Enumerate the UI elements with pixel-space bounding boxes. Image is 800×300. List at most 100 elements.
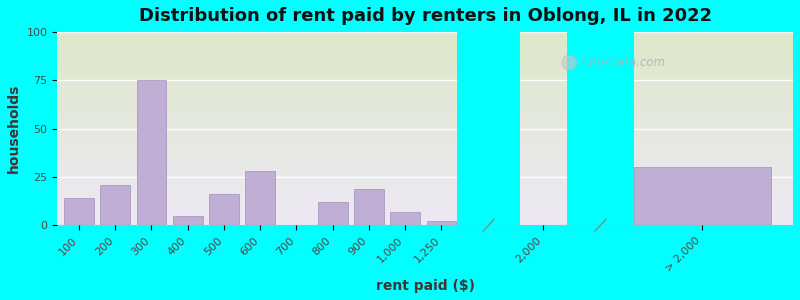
Bar [58, 129, 793, 130]
Bar [58, 138, 793, 139]
Bar [58, 62, 793, 63]
Bar [58, 216, 793, 217]
Bar [58, 38, 793, 39]
Bar [58, 207, 793, 208]
Bar [58, 145, 793, 146]
Bar [58, 155, 793, 156]
Bar [58, 210, 793, 211]
Bar [58, 55, 793, 56]
Bar [566, 16, 634, 229]
Bar [58, 41, 793, 42]
Bar [58, 158, 793, 159]
Bar [58, 116, 793, 117]
Bar [58, 220, 793, 221]
Bar [58, 160, 793, 161]
Bar [58, 69, 793, 70]
Bar [58, 118, 793, 119]
Bar [58, 57, 793, 58]
Bar [58, 64, 793, 65]
Bar [58, 148, 793, 149]
Bar [58, 154, 793, 155]
Bar [58, 37, 793, 38]
Bar [58, 84, 793, 85]
Bar [58, 80, 793, 81]
Bar [58, 175, 793, 176]
Bar [58, 63, 793, 64]
Bar [58, 128, 793, 129]
Bar [58, 218, 793, 219]
Bar [58, 201, 793, 202]
Bar [58, 72, 793, 73]
Bar [58, 133, 793, 134]
Bar [634, 167, 771, 225]
Bar [58, 219, 793, 220]
Bar [58, 156, 793, 157]
Bar [58, 185, 793, 186]
Bar [58, 137, 793, 138]
Bar [58, 130, 793, 132]
Bar [58, 50, 793, 51]
Bar [58, 32, 793, 33]
Bar [64, 198, 94, 225]
Bar [58, 198, 793, 199]
Bar [58, 91, 793, 92]
Bar [58, 46, 793, 47]
Bar [58, 211, 793, 212]
Bar [137, 80, 166, 225]
Bar [58, 182, 793, 183]
Bar [58, 119, 793, 120]
Bar [58, 94, 793, 95]
Bar [58, 159, 793, 160]
Bar [58, 42, 793, 43]
Bar [58, 77, 793, 78]
Bar [58, 73, 793, 74]
Bar [58, 58, 793, 59]
Bar [58, 195, 793, 196]
Bar [58, 122, 793, 123]
Bar [58, 97, 793, 98]
Bar [58, 178, 793, 179]
Bar [58, 110, 793, 111]
Bar [58, 193, 793, 194]
Bar [58, 45, 793, 46]
Bar [58, 86, 793, 87]
Bar [58, 78, 793, 80]
Bar [58, 93, 793, 94]
Bar [58, 167, 793, 168]
Bar [58, 114, 793, 115]
Bar [58, 165, 793, 166]
Bar [58, 179, 793, 180]
Bar [58, 161, 793, 163]
Bar [58, 87, 793, 88]
Bar [58, 173, 793, 174]
Bar [58, 213, 793, 214]
Bar [58, 36, 793, 37]
Bar [58, 107, 793, 108]
Title: Distribution of rent paid by renters in Oblong, IL in 2022: Distribution of rent paid by renters in … [138, 7, 712, 25]
Bar [58, 163, 793, 164]
Bar [58, 150, 793, 151]
X-axis label: rent paid ($): rent paid ($) [376, 279, 474, 293]
Bar [58, 68, 793, 69]
Bar [58, 191, 793, 193]
Bar [58, 127, 793, 128]
Bar [58, 188, 793, 189]
Bar [58, 209, 793, 210]
Bar [58, 140, 793, 141]
Bar [58, 189, 793, 190]
Bar [58, 171, 793, 172]
Bar [58, 89, 793, 90]
Text: City-Data.com: City-Data.com [582, 56, 666, 70]
Bar [58, 106, 793, 107]
Bar [58, 205, 793, 206]
Bar [58, 194, 793, 195]
Bar [58, 204, 793, 205]
Bar [58, 172, 793, 173]
Bar [58, 74, 793, 75]
Bar [318, 202, 347, 225]
Bar [58, 75, 793, 76]
Bar [390, 212, 420, 225]
Bar [58, 147, 793, 148]
Bar [58, 112, 793, 113]
Bar [58, 76, 793, 77]
